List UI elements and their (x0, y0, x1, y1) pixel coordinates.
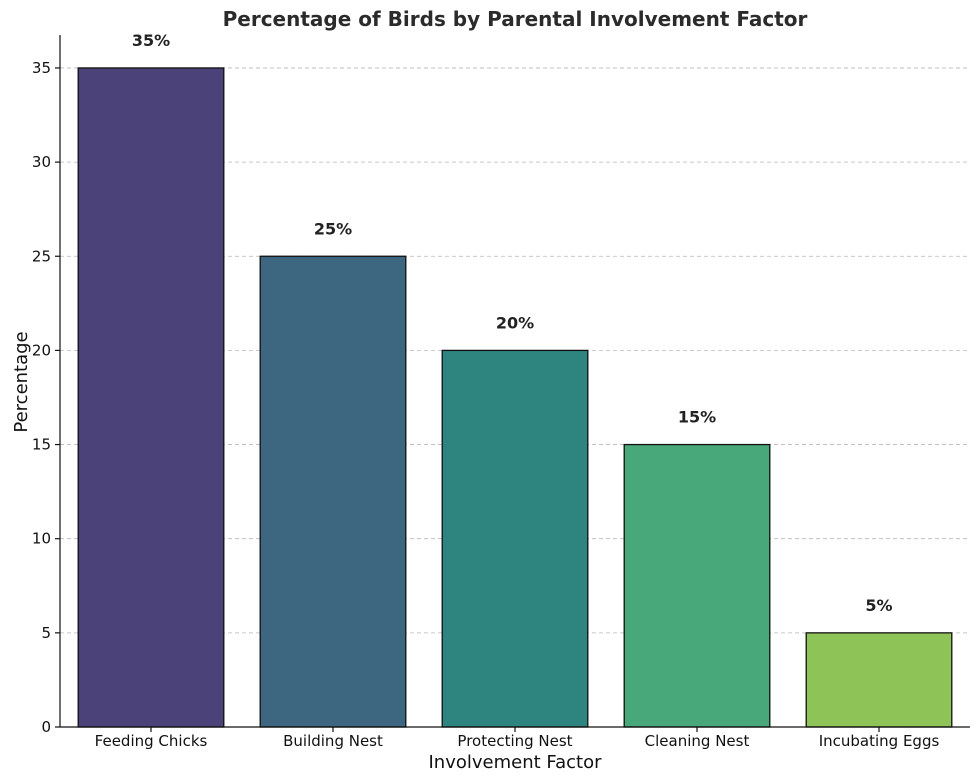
y-tick-label: 30 (32, 153, 51, 171)
bar-value-label: 25% (314, 219, 352, 238)
y-tick-label: 5 (41, 624, 51, 642)
x-tick-label: Building Nest (283, 732, 383, 750)
y-tick-label: 10 (32, 530, 51, 548)
bars-layer (77, 67, 953, 728)
bar-value-label: 5% (865, 596, 892, 615)
bar-feeding-chicks (77, 67, 225, 728)
x-tick-label: Incubating Eggs (819, 732, 940, 750)
bar-protecting-nest (441, 349, 589, 728)
x-tick-label: Protecting Nest (457, 732, 572, 750)
x-axis-label: Involvement Factor (428, 752, 602, 773)
bar-building-nest (259, 255, 407, 728)
y-axis-label: Percentage (11, 331, 32, 432)
x-tick-label: Feeding Chicks (95, 732, 208, 750)
y-tick-label: 35 (32, 59, 51, 77)
bar-value-label: 20% (496, 313, 534, 332)
bar-value-label: 35% (132, 31, 170, 50)
x-tick-label: Cleaning Nest (645, 732, 750, 750)
bar-cleaning-nest (623, 443, 771, 728)
bar-incubating-eggs (805, 632, 953, 728)
chart-title: Percentage of Birds by Parental Involvem… (223, 7, 808, 31)
y-tick-label: 25 (32, 247, 51, 265)
y-tick-label: 20 (32, 341, 51, 359)
y-tick-label: 15 (32, 436, 51, 454)
bar-value-label: 15% (678, 408, 716, 427)
axes-layer (55, 35, 970, 732)
labels-layer: 0 5 10 15 20 25 30 35 Feeding Chicks 35% Building … (32, 31, 940, 750)
y-tick-label: 0 (41, 718, 51, 736)
